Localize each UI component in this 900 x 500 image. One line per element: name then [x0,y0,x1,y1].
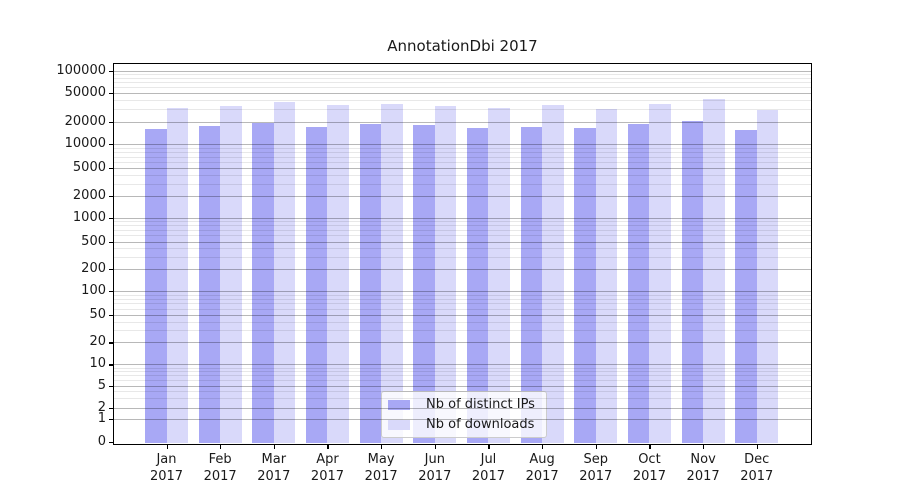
x-tick-label: May 2017 [364,452,398,484]
x-tick-mark [488,444,490,449]
y-tick-label: 5 [97,377,106,393]
y-tick-label: 500 [81,233,106,249]
y-tick-label: 20 [89,334,106,350]
x-tick-mark [703,444,705,449]
bar-ips-5 [413,125,435,444]
gridline-minor [114,74,811,76]
y-tick-mark [108,407,114,409]
y-tick-mark [108,122,114,124]
gridline-major [114,93,811,95]
y-tick-label: 1 [97,411,106,426]
y-tick-label: 5000 [72,160,106,176]
y-tick-label: 100 [81,283,106,299]
bar-ips-11 [735,129,757,444]
x-tick-mark [327,444,329,449]
bar-downloads-3 [327,104,349,444]
gridline-minor [114,78,811,80]
y-tick-mark [108,385,114,387]
bar-downloads-8 [595,109,618,444]
y-tick-mark [108,441,114,443]
x-tick-label: Dec 2017 [740,452,774,484]
bar-ips-2 [252,123,274,444]
bar-ips-0 [145,128,167,444]
y-tick-mark [108,269,114,271]
bar-downloads-10 [703,98,725,444]
y-tick-mark [108,195,114,197]
legend-swatch-icon [388,399,410,410]
legend: Nb of distinct IPs Nb of downloads [381,391,547,438]
x-tick-mark [381,444,383,449]
y-tick-mark [108,364,114,366]
x-tick-label: Aug 2017 [525,452,559,484]
x-tick-label: Mar 2017 [257,452,291,484]
y-tick-mark [108,93,114,95]
y-tick-mark [108,71,114,73]
y-tick-mark [108,241,114,243]
y-tick-label: 2000 [72,187,106,203]
x-tick-label: Nov 2017 [686,452,720,484]
y-tick-label: 50000 [64,85,106,101]
x-tick-mark [649,444,651,449]
y-tick-mark [108,217,114,219]
x-tick-label: Oct 2017 [632,452,666,484]
x-tick-label: Apr 2017 [310,452,345,484]
x-tick-label: Jul 2017 [471,452,505,484]
x-tick-mark [220,444,222,449]
bar-downloads-2 [273,102,296,444]
gridline-major [114,71,811,72]
bar-ips-4 [359,123,382,444]
legend-row-ips: Nb of distinct IPs [388,397,536,412]
bar-downloads-11 [756,110,779,444]
x-tick-label: Jan 2017 [149,452,184,484]
y-tick-label: 2 [97,399,106,415]
bar-ips-10 [681,120,704,444]
bar-ips-3 [305,127,328,444]
y-tick-mark [108,419,114,421]
y-tick-mark [108,342,114,344]
y-tick-label: 10000 [64,136,106,152]
gridline-minor [114,87,811,89]
y-tick-label: 0 [97,433,106,449]
y-tick-label: 20000 [64,114,106,130]
x-tick-label: Jun 2017 [418,452,452,484]
bar-ips-7 [520,127,543,444]
x-tick-mark [273,444,275,449]
bar-downloads-4 [381,103,403,444]
bar-ips-6 [466,128,489,444]
legend-label: Nb of downloads [426,417,535,432]
y-tick-label: 1000 [72,209,106,225]
bar-ips-9 [627,124,650,444]
bar-downloads-0 [166,108,188,444]
x-tick-mark [434,444,436,449]
bar-downloads-9 [649,104,671,444]
bar-downloads-5 [434,105,457,444]
bar-downloads-1 [220,105,242,444]
bar-downloads-7 [542,104,564,444]
y-tick-mark [108,315,114,317]
legend-label: Nb of distinct IPs [426,397,535,412]
legend-swatch-icon [388,419,410,430]
y-tick-label: 200 [81,261,106,276]
x-tick-mark [756,444,758,449]
x-tick-mark [166,444,168,449]
y-tick-label: 100000 [56,63,106,78]
bar-ips-8 [574,128,596,444]
x-tick-mark [542,444,544,449]
y-tick-label: 10 [89,356,106,372]
y-tick-mark [108,291,114,293]
y-tick-label: 50 [89,307,106,323]
bar-ips-1 [198,125,221,444]
y-tick-mark [108,168,114,170]
bar-downloads-6 [488,107,510,444]
chart-title: AnnotationDbi 2017 [387,37,538,55]
y-tick-mark [108,144,114,146]
x-tick-label: Feb 2017 [203,452,237,484]
x-tick-mark [595,444,597,449]
gridline-minor [114,82,811,84]
x-tick-label: Sep 2017 [579,452,613,484]
legend-row-downloads: Nb of downloads [388,417,536,432]
